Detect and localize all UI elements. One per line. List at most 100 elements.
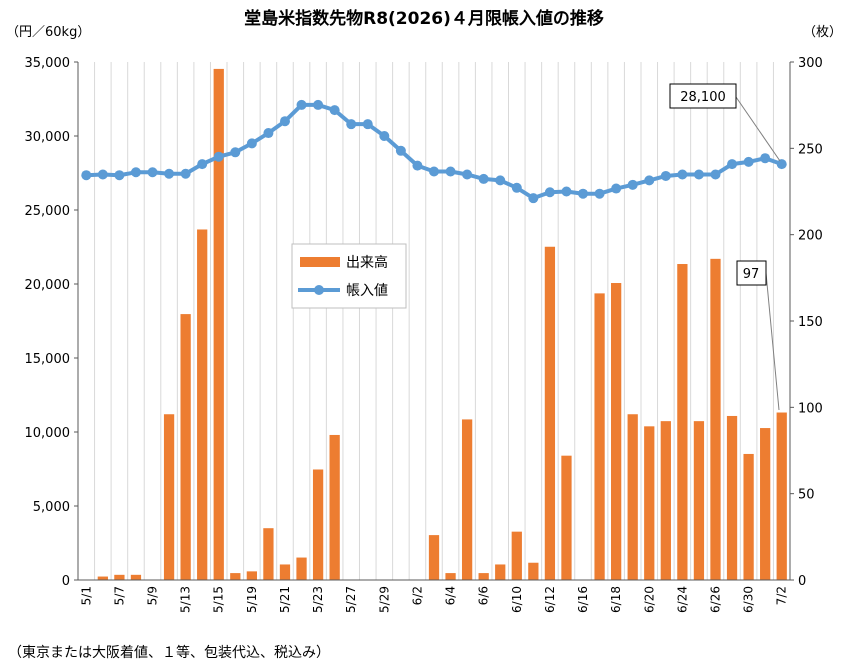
callout-price-leader xyxy=(735,96,781,162)
y-left-tick-label: 15,000 xyxy=(25,352,71,367)
price-point xyxy=(114,170,125,181)
chart-title: 堂島米指数先物R8(2026)４月限帳入値の推移 xyxy=(244,8,604,29)
y-right-tick-label: 50 xyxy=(798,488,815,503)
legend-line-marker xyxy=(314,285,324,295)
price-point xyxy=(362,119,373,130)
price-point xyxy=(313,99,324,110)
price-point xyxy=(561,186,572,197)
x-tick-label: 5/29 xyxy=(377,586,391,613)
price-point xyxy=(429,166,439,177)
price-point xyxy=(246,138,257,149)
bar xyxy=(726,415,738,580)
y-left-tick-label: 25,000 xyxy=(25,204,71,219)
price-point xyxy=(147,167,158,178)
y-right-tick-label: 200 xyxy=(798,229,823,244)
y-right-tick-label: 0 xyxy=(798,574,806,589)
price-point xyxy=(495,175,506,186)
y-left-tick-label: 30,000 xyxy=(25,130,71,145)
price-point xyxy=(693,169,704,180)
x-tick-label: 5/21 xyxy=(278,586,292,613)
price-point xyxy=(395,145,406,156)
price-line xyxy=(86,102,783,201)
y-right-unit-label: （枚） xyxy=(803,25,842,40)
x-tick-label: 6/2 xyxy=(410,586,424,605)
price-point xyxy=(743,156,754,167)
legend-bar-swatch xyxy=(300,257,340,267)
bar xyxy=(130,574,142,580)
x-tick-label: 5/15 xyxy=(212,586,226,613)
y-right-tick-label: 150 xyxy=(798,315,823,330)
price-point xyxy=(611,183,622,194)
bar xyxy=(445,573,456,580)
bar xyxy=(677,264,688,580)
x-tick-label: 5/7 xyxy=(112,586,126,605)
price-point xyxy=(528,193,539,204)
callout-volume-box xyxy=(736,260,767,286)
price-point xyxy=(213,151,224,162)
bar xyxy=(213,68,224,580)
price-point xyxy=(578,188,589,199)
price-point xyxy=(379,131,390,141)
bar xyxy=(163,414,175,580)
price-point xyxy=(544,187,555,198)
bar xyxy=(114,574,125,580)
legend-bar-label: 出来高 xyxy=(346,254,388,271)
bar xyxy=(263,528,274,580)
volume-bars xyxy=(97,68,787,580)
price-point xyxy=(130,167,141,178)
price-point xyxy=(81,170,92,181)
bar xyxy=(743,453,754,580)
price-point xyxy=(677,169,688,180)
price-point xyxy=(230,147,241,158)
price-point xyxy=(627,179,638,190)
legend-line-label: 帳入値 xyxy=(346,283,388,299)
x-tick-label: 6/26 xyxy=(708,586,722,613)
bar xyxy=(97,576,108,580)
x-tick-label: 5/1 xyxy=(79,586,93,605)
x-tick-label: 6/16 xyxy=(576,586,590,613)
price-point xyxy=(727,159,738,170)
bar xyxy=(760,428,771,580)
bar xyxy=(312,469,324,580)
bar xyxy=(644,426,655,580)
bar xyxy=(230,573,241,580)
bar xyxy=(528,562,539,580)
settlement-price-line xyxy=(81,99,787,204)
x-tick-label: 5/13 xyxy=(179,586,193,613)
bar xyxy=(611,283,622,580)
bar xyxy=(511,531,522,580)
bar xyxy=(776,412,787,580)
y-left-unit-label: （円／60kg） xyxy=(6,25,90,40)
x-tick-label: 6/24 xyxy=(675,586,689,613)
price-point xyxy=(594,188,605,199)
price-point xyxy=(478,173,489,184)
price-point xyxy=(346,119,357,130)
y-right-ticks: 0 50 100 150 200 250 300 xyxy=(790,56,823,589)
price-point xyxy=(164,168,175,179)
bar xyxy=(329,434,340,580)
callout-volume-text: 97 xyxy=(743,267,760,282)
y-left-ticks: 0 5,000 10,000 15,000 20,000 25,000 30,000 35,0… xyxy=(25,56,78,589)
footnote: （東京または大阪着値、１等、包装代込、税込み） xyxy=(8,644,330,661)
x-tick-label: 6/4 xyxy=(444,586,458,605)
price-point xyxy=(462,169,473,180)
bar xyxy=(544,246,556,580)
callout-volume-leader xyxy=(765,272,780,411)
callouts: 28,100 97 xyxy=(669,83,781,411)
price-point xyxy=(760,153,771,164)
bar xyxy=(627,414,638,580)
x-tick-label: 5/9 xyxy=(146,586,160,605)
price-point xyxy=(412,160,423,171)
x-tick-label: 5/19 xyxy=(245,586,259,613)
bar xyxy=(660,421,671,580)
x-tick-label: 5/27 xyxy=(344,586,358,613)
bar xyxy=(693,421,705,580)
price-point xyxy=(776,159,787,170)
price-point xyxy=(660,170,671,181)
x-tick-label: 6/18 xyxy=(609,586,623,613)
bar xyxy=(279,564,291,580)
price-point xyxy=(511,182,522,193)
callout-price-text: 28,100 xyxy=(680,90,726,105)
price-point xyxy=(279,116,290,127)
